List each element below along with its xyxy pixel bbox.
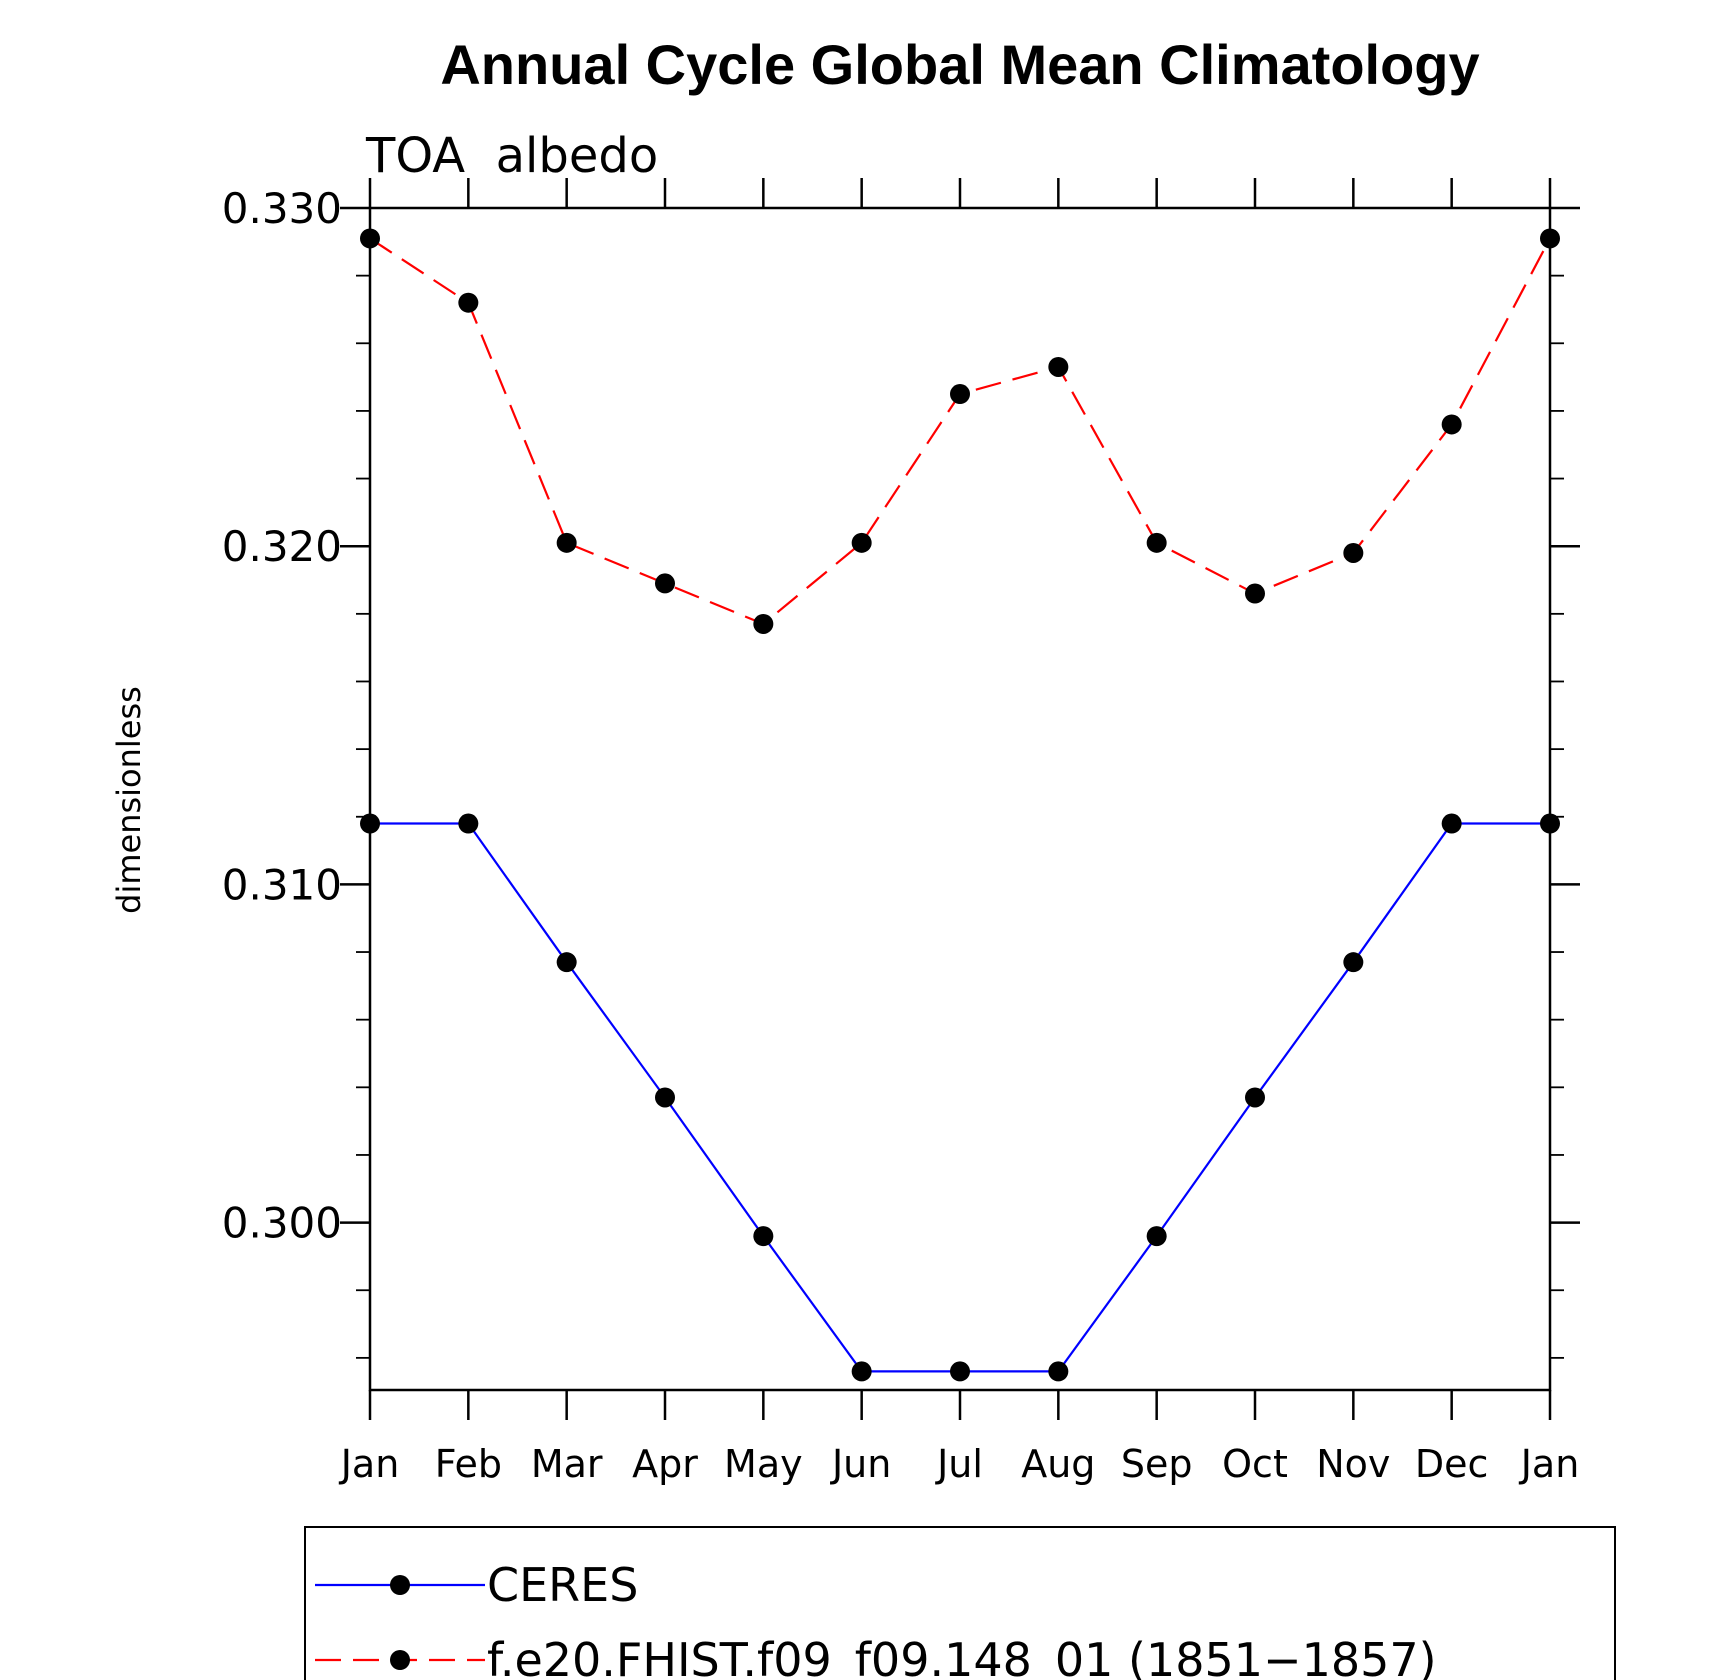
x-tick-label: Nov	[1316, 1442, 1390, 1486]
y-tick-label: 0.320	[222, 522, 342, 571]
series-1-point	[1245, 1087, 1265, 1108]
series-2-point	[458, 292, 479, 313]
x-tick-label: Dec	[1415, 1442, 1489, 1486]
series-2-point	[950, 384, 970, 405]
legend-frame	[304, 1526, 1616, 1680]
series-2-point	[851, 532, 872, 553]
x-tick-label: Jan	[339, 1442, 400, 1486]
series-1-point	[753, 1226, 774, 1247]
series-2-point	[360, 228, 380, 249]
y-tick-label: 0.330	[222, 184, 342, 233]
series-1-point	[1146, 1226, 1167, 1247]
series-1-point	[1343, 952, 1364, 973]
series-1-point	[458, 813, 479, 834]
legend-label-2: f.e20.FHIST.f09_f09.148_01 (1851−1857)	[487, 1633, 1437, 1680]
y-axis: 0.300 0.310 0.320 0.330	[222, 184, 1580, 1359]
series-2-point	[1343, 542, 1364, 563]
y-tick-label: 0.300	[222, 1199, 342, 1248]
series-2-point	[1245, 583, 1265, 604]
x-tick-label: Feb	[435, 1442, 502, 1486]
series-1-point	[1048, 1361, 1069, 1382]
series-1-point	[655, 1087, 675, 1108]
x-tick-label: May	[724, 1442, 803, 1486]
series-2-point	[556, 532, 577, 553]
series-layer	[360, 228, 1560, 1382]
series-1-point	[851, 1361, 872, 1382]
legend: CERES f.e20.FHIST.f09_f09.148_01 (1851−18…	[304, 1526, 1616, 1680]
series-2-point	[1540, 228, 1560, 249]
series-line-2	[369, 237, 1551, 626]
series-1-point	[1441, 813, 1462, 834]
series-1-point	[950, 1361, 970, 1382]
x-tick-label: Jul	[935, 1442, 983, 1486]
series-1-point	[360, 813, 380, 834]
series-2-point	[1048, 356, 1069, 377]
series-2-point	[1146, 532, 1167, 553]
legend-label-1: CERES	[487, 1558, 638, 1612]
x-tick-label: Mar	[531, 1442, 603, 1486]
x-axis: Jan Feb Mar Apr May Jun Jul Aug Sep Oct Nov Dec Jan	[339, 178, 1580, 1486]
y-tick-label: 0.310	[222, 860, 342, 909]
series-1-point	[1540, 813, 1560, 834]
x-tick-label: Jan	[1519, 1442, 1580, 1486]
x-tick-label: Aug	[1021, 1442, 1095, 1486]
x-tick-label: Apr	[632, 1442, 698, 1486]
x-tick-label: Sep	[1121, 1442, 1193, 1486]
chart-title: Annual Cycle Global Mean Climatology	[440, 33, 1479, 96]
legend-marker-2	[390, 1650, 410, 1670]
x-tick-label: Oct	[1222, 1442, 1288, 1486]
series-1-point	[556, 952, 577, 973]
y-axis-label: dimensionless	[110, 686, 148, 914]
x-tick-label: Jun	[830, 1442, 891, 1486]
series-2-point	[753, 613, 774, 634]
chart-subtitle: TOA albedo	[365, 128, 658, 184]
legend-items: CERES f.e20.FHIST.f09_f09.148_01 (1851−18…	[315, 1558, 1437, 1680]
legend-marker-1	[390, 1575, 410, 1595]
series-2-point	[1441, 414, 1462, 435]
series-line-1	[370, 822, 1550, 1373]
series-2-point	[655, 573, 675, 594]
